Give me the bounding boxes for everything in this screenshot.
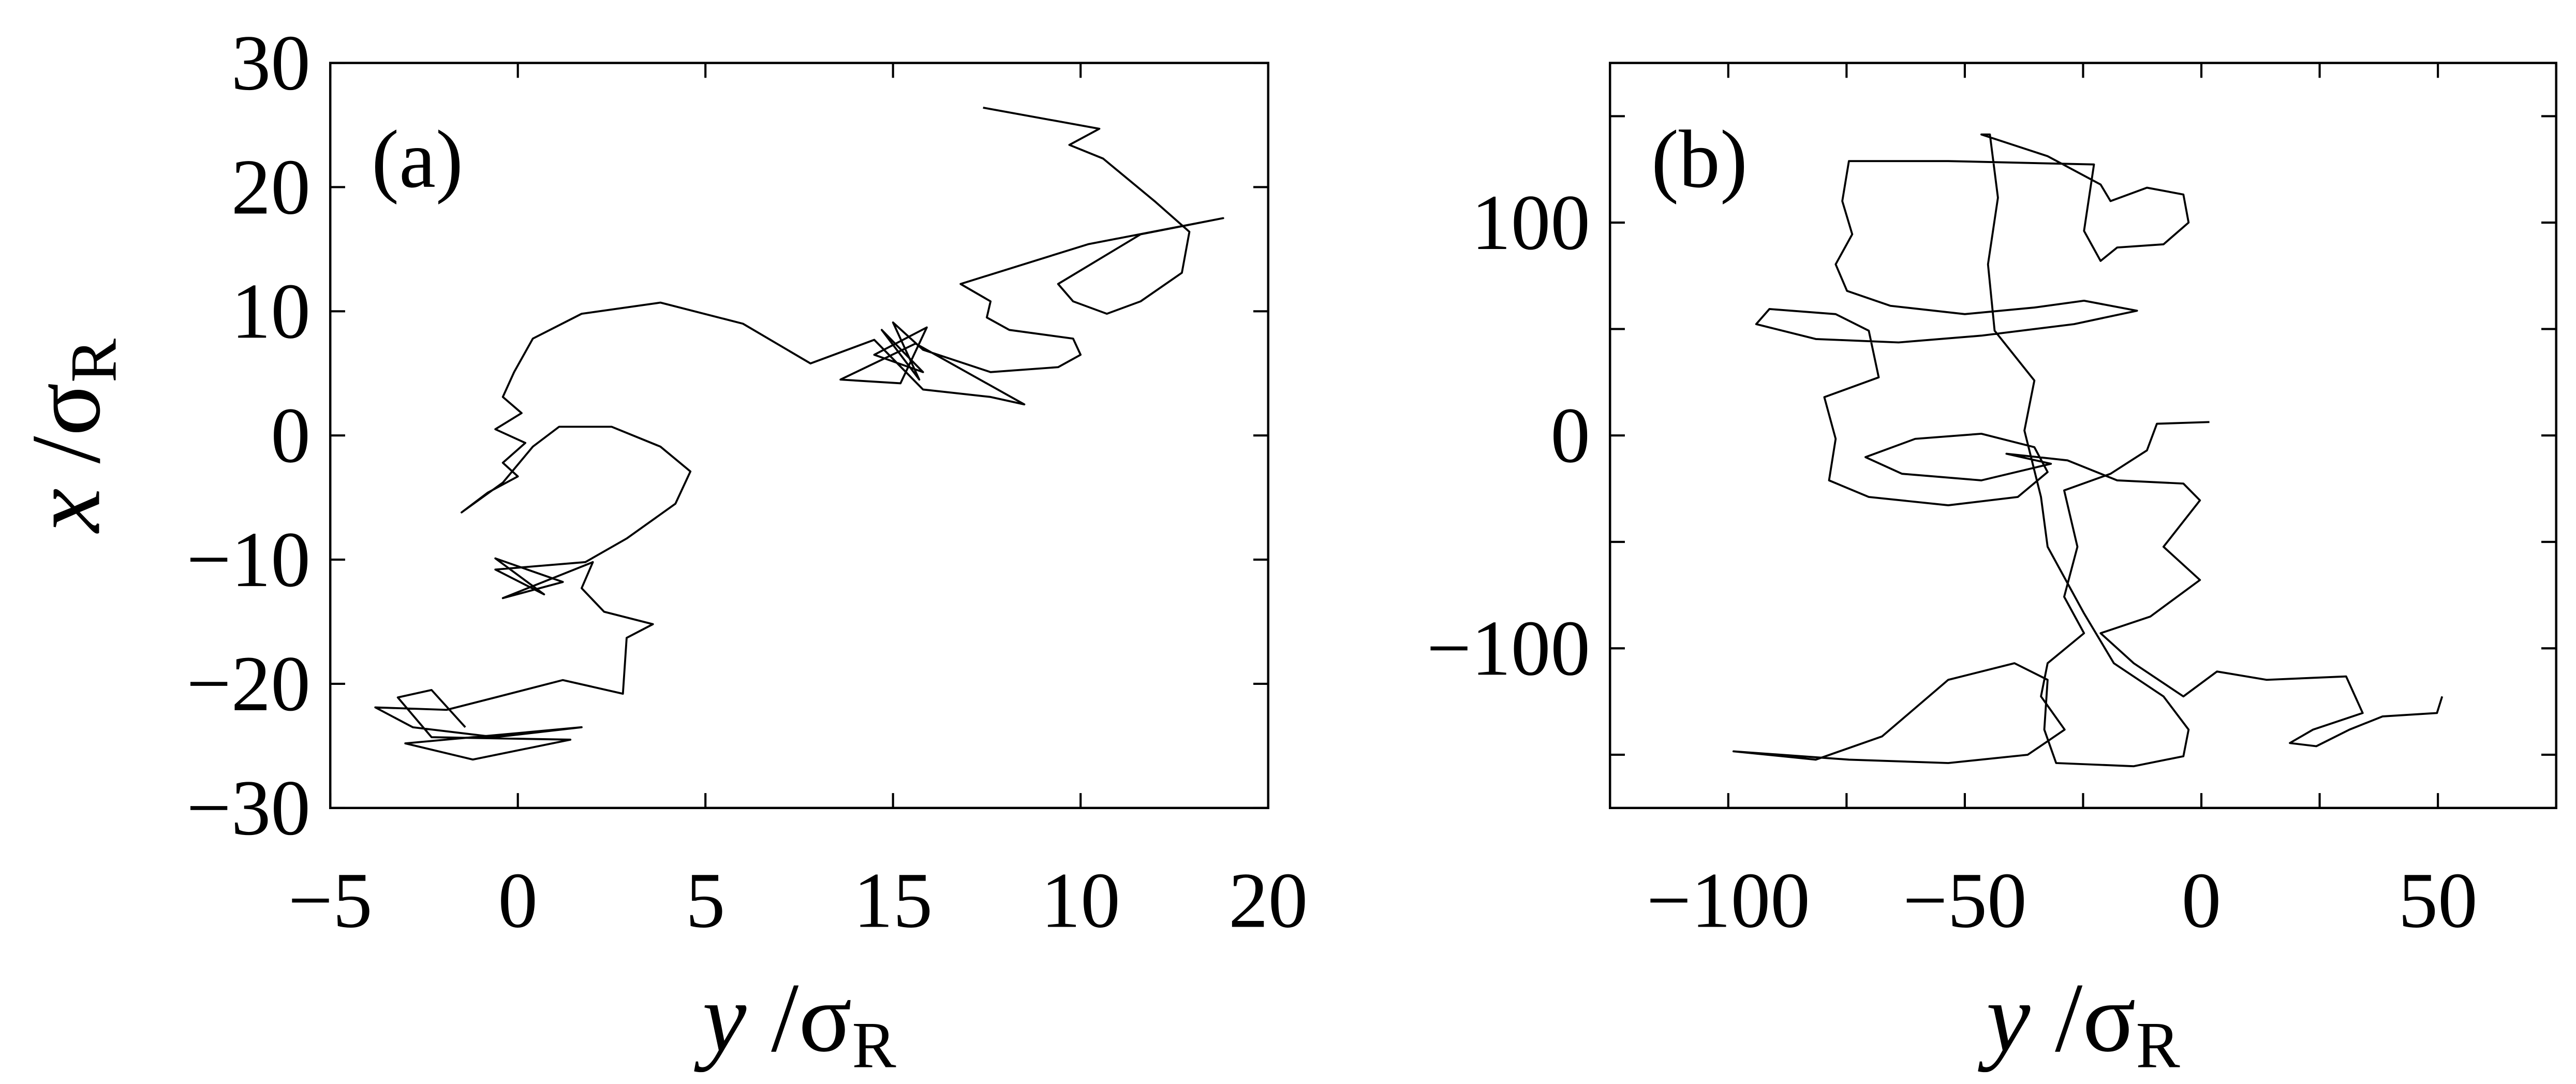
x-tick-label: 5 <box>686 857 726 945</box>
y-tick-label: 30 <box>231 20 310 107</box>
y-tick-label: 10 <box>231 268 310 355</box>
axis-label-part: y <box>694 963 747 1073</box>
trajectory <box>1732 133 2444 768</box>
axis-label: x /σR <box>11 339 130 534</box>
x-tick-label: 10 <box>1041 857 1120 945</box>
y-tick-label: −100 <box>1427 605 1590 692</box>
y-tick-label: −20 <box>186 640 310 728</box>
panel-label: (a) <box>372 113 463 205</box>
axis-label-part: R <box>2136 1008 2180 1082</box>
x-tick-label: −100 <box>1647 857 1810 945</box>
x-tick-label: 0 <box>498 857 538 945</box>
y-tick-label: 20 <box>231 144 310 231</box>
plot-frame <box>329 62 1269 809</box>
x-tick-label: 20 <box>1228 857 1308 945</box>
axis-label-part: /σ <box>11 383 121 488</box>
x-tick-label: 50 <box>2399 857 2478 945</box>
x-tick-label: 15 <box>853 857 932 945</box>
axis-label-part: /σ <box>746 963 852 1073</box>
axis-label-part: /σ <box>2030 963 2136 1073</box>
y-tick-label: 100 <box>1471 179 1590 267</box>
axis-label-part: x <box>11 488 121 534</box>
y-tick-label: 0 <box>1550 392 1590 479</box>
axis-label: y /σR <box>694 963 896 1082</box>
x-tick-label: −5 <box>288 857 373 945</box>
axis-label-part: y <box>1978 963 2031 1073</box>
axis-label-part: R <box>56 339 130 383</box>
y-tick-label: −10 <box>186 516 310 604</box>
x-tick-label: 0 <box>2182 857 2222 945</box>
x-tick-label: −50 <box>1903 857 2027 945</box>
axis-label: y /σR <box>1978 963 2180 1082</box>
panel-label: (b) <box>1651 113 1748 205</box>
y-tick-label: 0 <box>271 392 310 479</box>
axis-label-part: R <box>852 1008 896 1082</box>
y-tick-label: −30 <box>186 765 310 852</box>
trajectory <box>374 107 1224 761</box>
